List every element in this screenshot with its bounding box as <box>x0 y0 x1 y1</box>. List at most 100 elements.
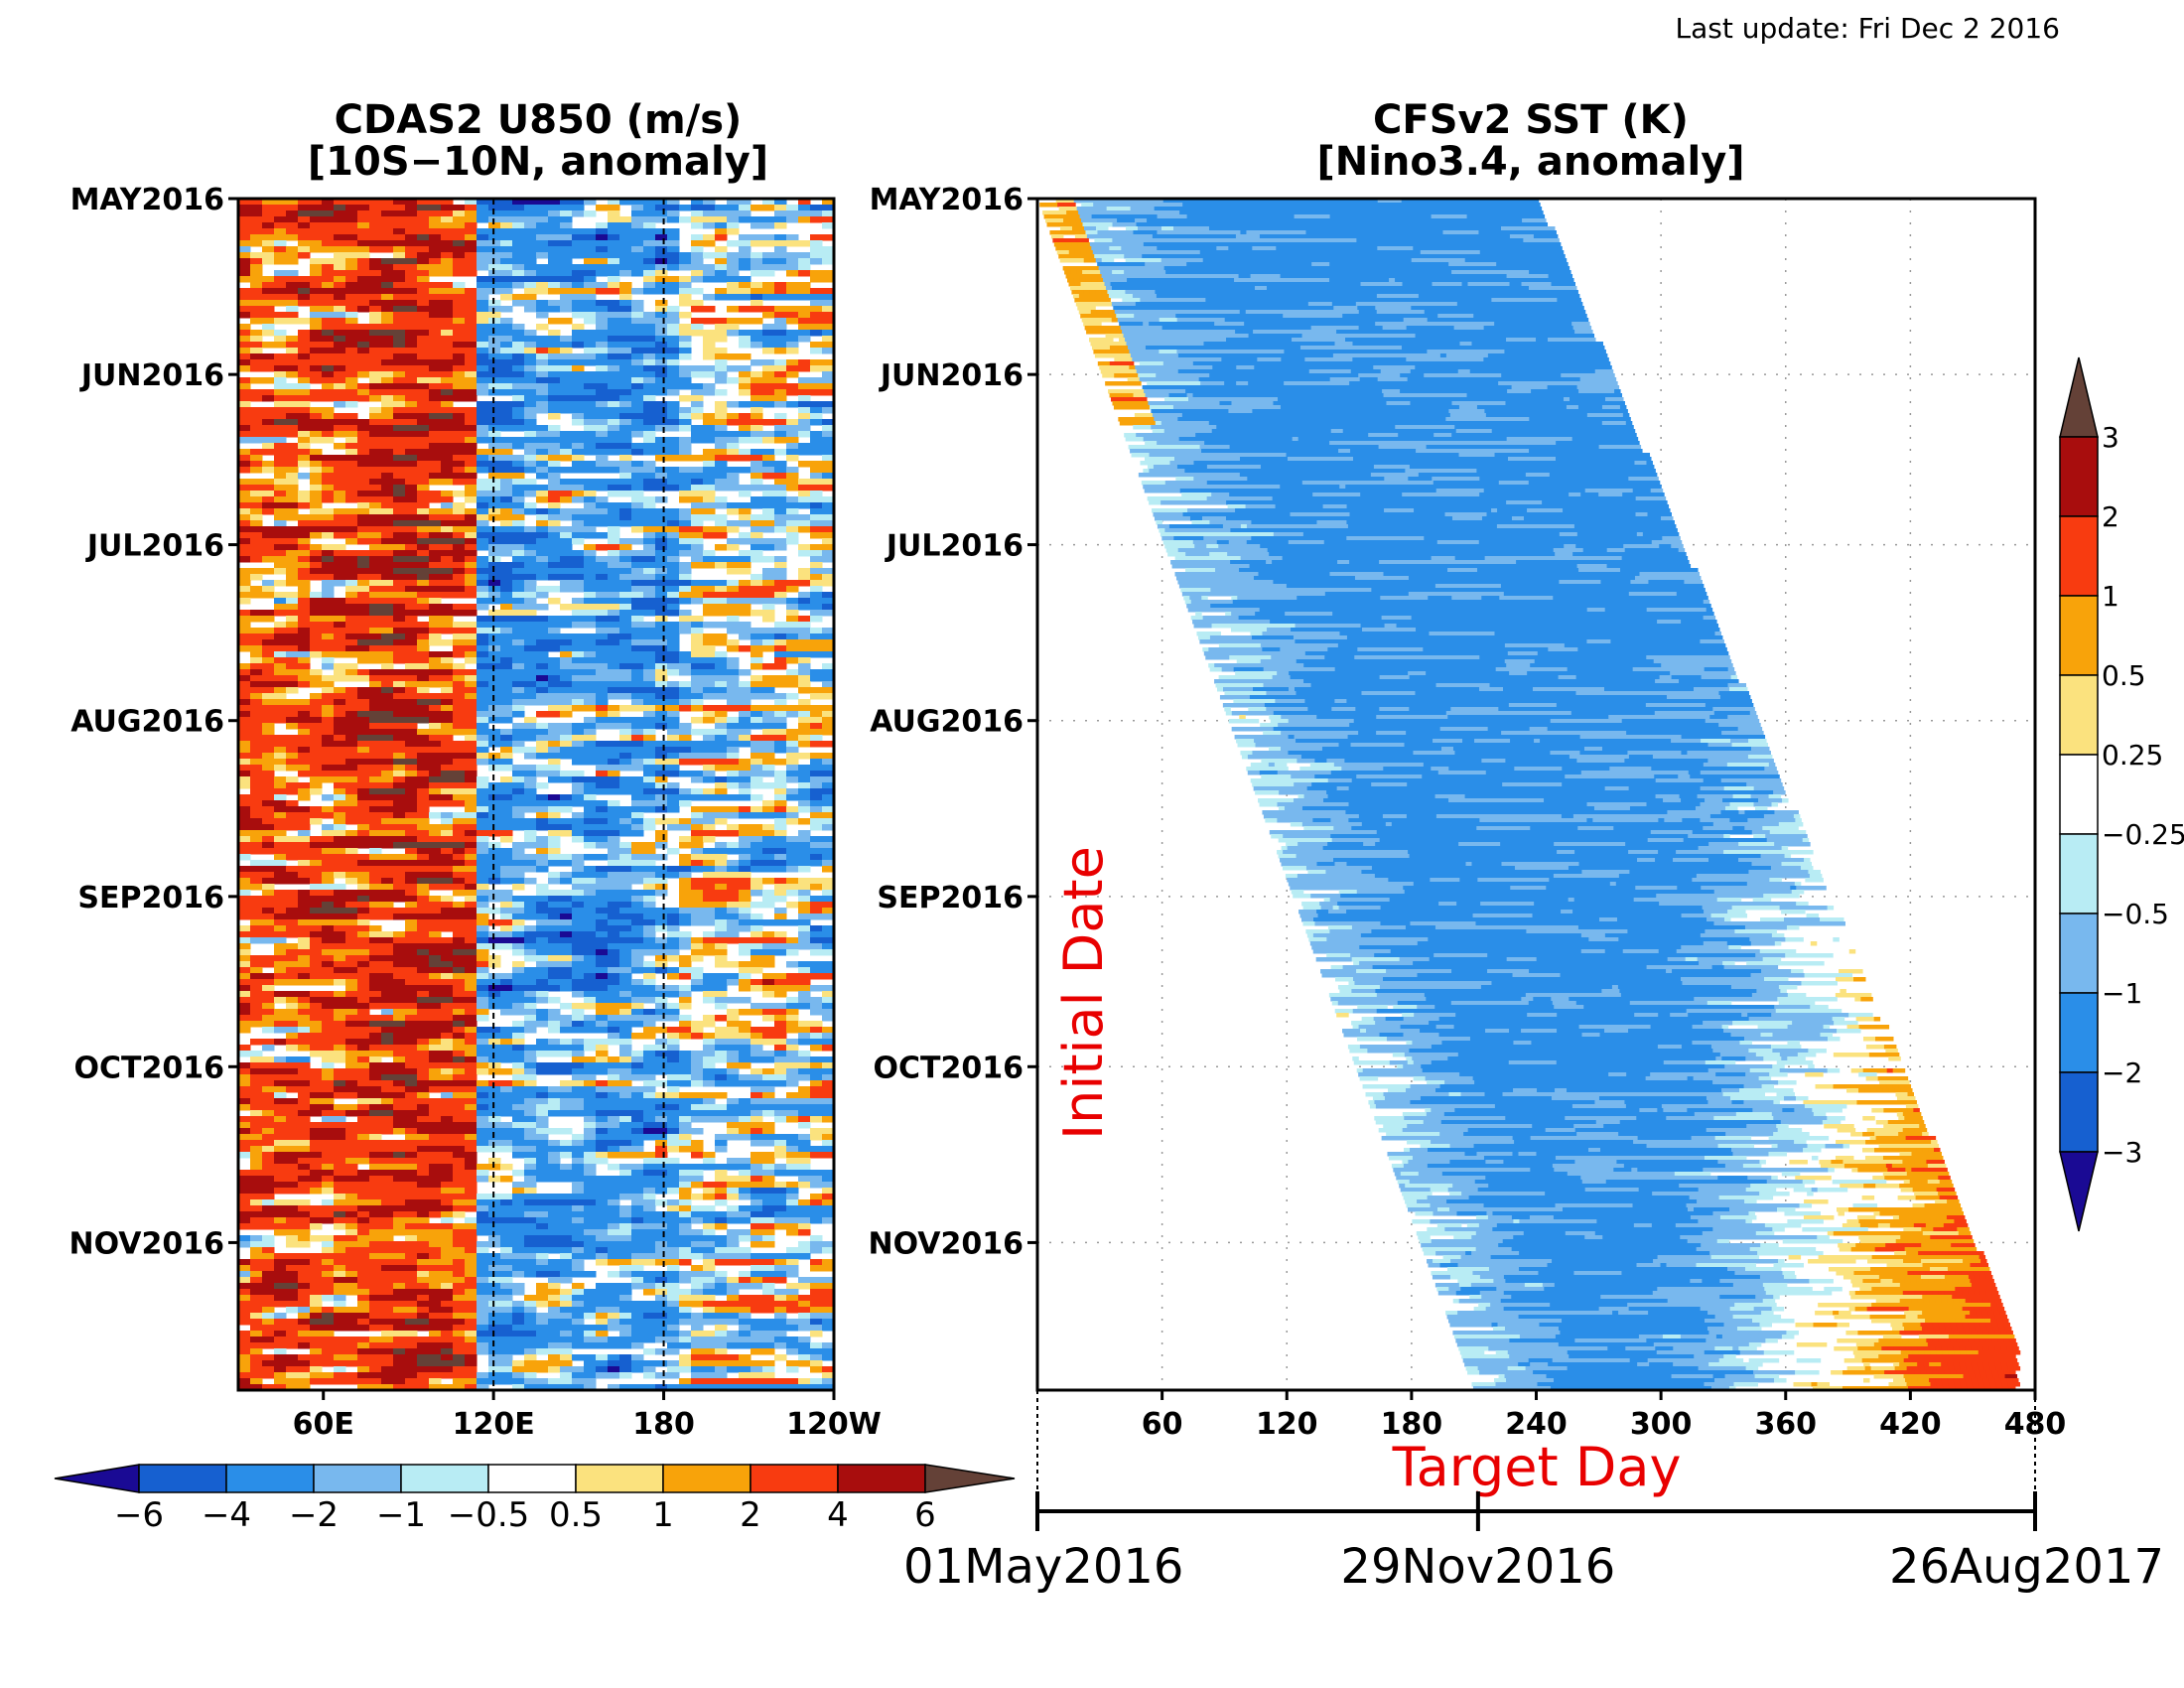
u850-cell <box>786 776 799 783</box>
u850-cell <box>334 830 346 837</box>
u850-cell <box>369 729 382 736</box>
u850-cell <box>405 717 418 724</box>
u850-cell <box>441 729 454 736</box>
u850-cell <box>572 729 585 736</box>
u850-cell <box>369 407 382 414</box>
u850-cell <box>774 294 787 301</box>
u850-cell <box>762 824 775 831</box>
u850-cell <box>596 348 609 354</box>
u850-cell <box>584 687 597 694</box>
u850-cell <box>298 580 311 587</box>
u850-cell <box>572 610 585 617</box>
u850-cell <box>667 371 680 378</box>
u850-cell <box>488 240 501 247</box>
u850-cell <box>286 353 299 360</box>
u850-cell <box>250 234 263 241</box>
u850-cell <box>751 592 763 599</box>
u850-cell <box>643 711 656 718</box>
u850-cell <box>596 431 609 438</box>
u850-cell <box>727 502 740 509</box>
u850-cell <box>369 330 382 337</box>
u850-cell <box>572 633 585 640</box>
u850-cell <box>393 496 406 503</box>
u850-cell <box>643 562 656 569</box>
u850-cell <box>810 312 823 319</box>
u850-cell <box>357 211 370 217</box>
u850-cell <box>715 419 728 426</box>
u850-cell <box>691 270 704 277</box>
u850-cell <box>810 711 823 718</box>
u850-cell <box>369 699 382 706</box>
u850-cell <box>691 622 704 629</box>
u850-cell <box>429 639 442 646</box>
u850-cell <box>465 544 478 551</box>
u850-cell <box>298 205 311 211</box>
u850-cell <box>250 699 263 706</box>
u850-cell <box>679 663 692 670</box>
u850-cell <box>524 794 537 801</box>
u850-cell <box>715 449 728 456</box>
u850-cell <box>810 211 823 217</box>
u850-cell <box>572 538 585 545</box>
u850-cell <box>500 544 513 551</box>
u850-cell <box>572 431 585 438</box>
u850-cell <box>691 508 704 515</box>
u850-cell <box>369 806 382 813</box>
u850-cell <box>238 645 251 652</box>
u850-cell <box>453 675 466 682</box>
u850-cell <box>667 622 680 629</box>
u850-cell <box>560 663 573 670</box>
u850-cell <box>417 633 430 640</box>
u850-cell <box>250 491 263 497</box>
u850-cell <box>274 633 287 640</box>
u850-cell <box>751 753 763 760</box>
u850-cell <box>441 502 454 509</box>
u850-cell <box>631 759 644 766</box>
u850-cell <box>345 705 358 712</box>
u850-cell <box>667 330 680 337</box>
u850-cell <box>488 353 501 360</box>
u850-cell <box>536 592 549 599</box>
u850-cell <box>703 788 716 795</box>
u850-cell <box>703 645 716 652</box>
u850-cell <box>500 699 513 706</box>
u850-cell <box>786 532 799 539</box>
u850-cell <box>381 211 394 217</box>
u850-cell <box>739 794 751 801</box>
u850-cell <box>786 383 799 390</box>
u850-cell <box>751 288 763 295</box>
u850-cell <box>727 324 740 331</box>
u850-cell <box>429 413 442 420</box>
u850-cell <box>560 318 573 325</box>
u850-cell <box>655 282 668 289</box>
u850-cell <box>441 759 454 766</box>
u850-cell <box>691 812 704 819</box>
u850-cell <box>608 753 620 760</box>
u850-cell <box>703 264 716 271</box>
u850-cell <box>786 729 799 736</box>
u850-cell <box>298 342 311 349</box>
u850-cell <box>393 616 406 623</box>
u850-cell <box>477 663 489 670</box>
u850-cell <box>405 735 418 742</box>
u850-cell <box>298 240 311 247</box>
u850-cell <box>715 657 728 664</box>
u850-cell <box>429 616 442 623</box>
u850-cell <box>393 502 406 509</box>
u850-cell <box>810 645 823 652</box>
u850-cell <box>631 645 644 652</box>
u850-cell <box>512 699 525 706</box>
u850-cell <box>679 580 692 587</box>
u850-cell <box>691 431 704 438</box>
u850-cell <box>810 812 823 819</box>
u850-cell <box>762 282 775 289</box>
u850-cell <box>381 699 394 706</box>
u850-cell <box>334 818 346 825</box>
u850-cell <box>608 830 620 837</box>
u850-cell <box>357 502 370 509</box>
u850-cell <box>417 794 430 801</box>
u850-cell <box>751 580 763 587</box>
u850-cell <box>250 526 263 533</box>
u850-cell <box>727 610 740 617</box>
u850-cell <box>596 604 609 611</box>
